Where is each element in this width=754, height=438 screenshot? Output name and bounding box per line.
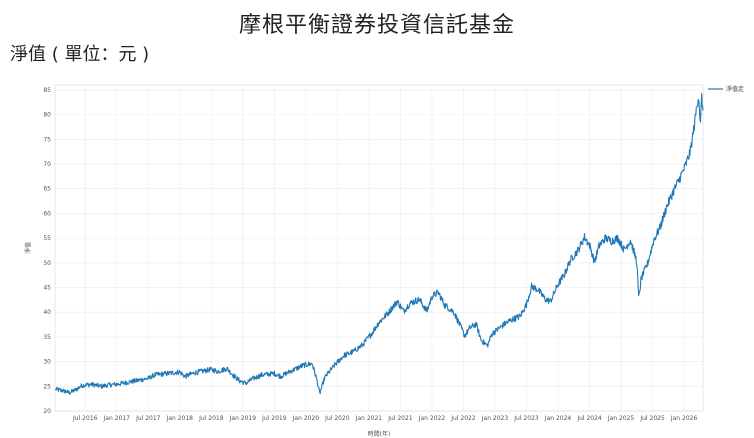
- x-tick-label: Jul 2020: [324, 415, 350, 422]
- x-tick-label: Jan 2023: [481, 415, 509, 422]
- x-tick-label: Jan 2025: [607, 415, 635, 422]
- x-tick-label: Jul 2019: [261, 415, 287, 422]
- y-tick-label: 85: [43, 87, 51, 94]
- page-subtitle: 淨值 ( 單位：元 ): [10, 44, 150, 65]
- x-axis-title: 時間(年): [368, 430, 391, 438]
- x-tick-label: Jan 2021: [355, 415, 383, 422]
- y-tick-label: 55: [43, 235, 51, 242]
- y-tick-label: 60: [43, 210, 51, 217]
- y-tick-label: 25: [43, 383, 51, 390]
- x-tick-label: Jan 2020: [292, 415, 320, 422]
- page-title: 摩根平衡證券投資信託基金: [238, 13, 515, 38]
- x-tick-label: Jul 2018: [198, 415, 224, 422]
- y-tick-label: 35: [43, 334, 51, 341]
- series-line: [55, 93, 704, 395]
- y-axis-title: 淨值: [24, 242, 32, 254]
- plot-area: [54, 84, 704, 412]
- x-tick-label: Jul 2022: [450, 415, 476, 422]
- chart-grid: [55, 85, 703, 412]
- x-tick-label: Jan 2017: [103, 415, 131, 422]
- x-tick-label: Jan 2022: [418, 415, 446, 422]
- y-tick-label: 65: [43, 186, 51, 193]
- y-tick-label: 40: [43, 309, 51, 316]
- x-tick-label: Jul 2017: [135, 415, 161, 422]
- y-tick-label: 45: [43, 285, 51, 292]
- y-tick-label: 30: [43, 359, 51, 366]
- x-axis: Jul 2016 Jan 2017 Jul 2017 Jan 2018 Jul 2018…: [72, 415, 697, 422]
- legend: 淨值走: [708, 85, 744, 93]
- x-tick-label: Jan 2026: [670, 415, 698, 422]
- y-tick-label: 75: [43, 136, 51, 143]
- y-tick-label: 80: [43, 112, 51, 119]
- x-tick-label: Jul 2025: [639, 415, 665, 422]
- series-lines: [55, 93, 704, 395]
- x-tick-label: Jan 2018: [166, 415, 194, 422]
- y-tick-label: 50: [43, 260, 51, 267]
- x-tick-label: Jul 2024: [576, 415, 602, 422]
- x-tick-label: Jul 2016: [72, 415, 98, 422]
- x-tick-label: Jan 2024: [544, 415, 572, 422]
- y-tick-label: 70: [43, 161, 51, 168]
- y-axis: 20 25 30 35 40 45 50 55 60 65 70 75 80 85: [43, 87, 51, 415]
- y-tick-label: 20: [43, 408, 51, 415]
- x-tick-label: Jul 2023: [513, 415, 539, 422]
- x-tick-label: Jul 2021: [387, 415, 413, 422]
- x-tick-label: Jan 2019: [229, 415, 257, 422]
- legend-label: 淨值走: [726, 85, 744, 93]
